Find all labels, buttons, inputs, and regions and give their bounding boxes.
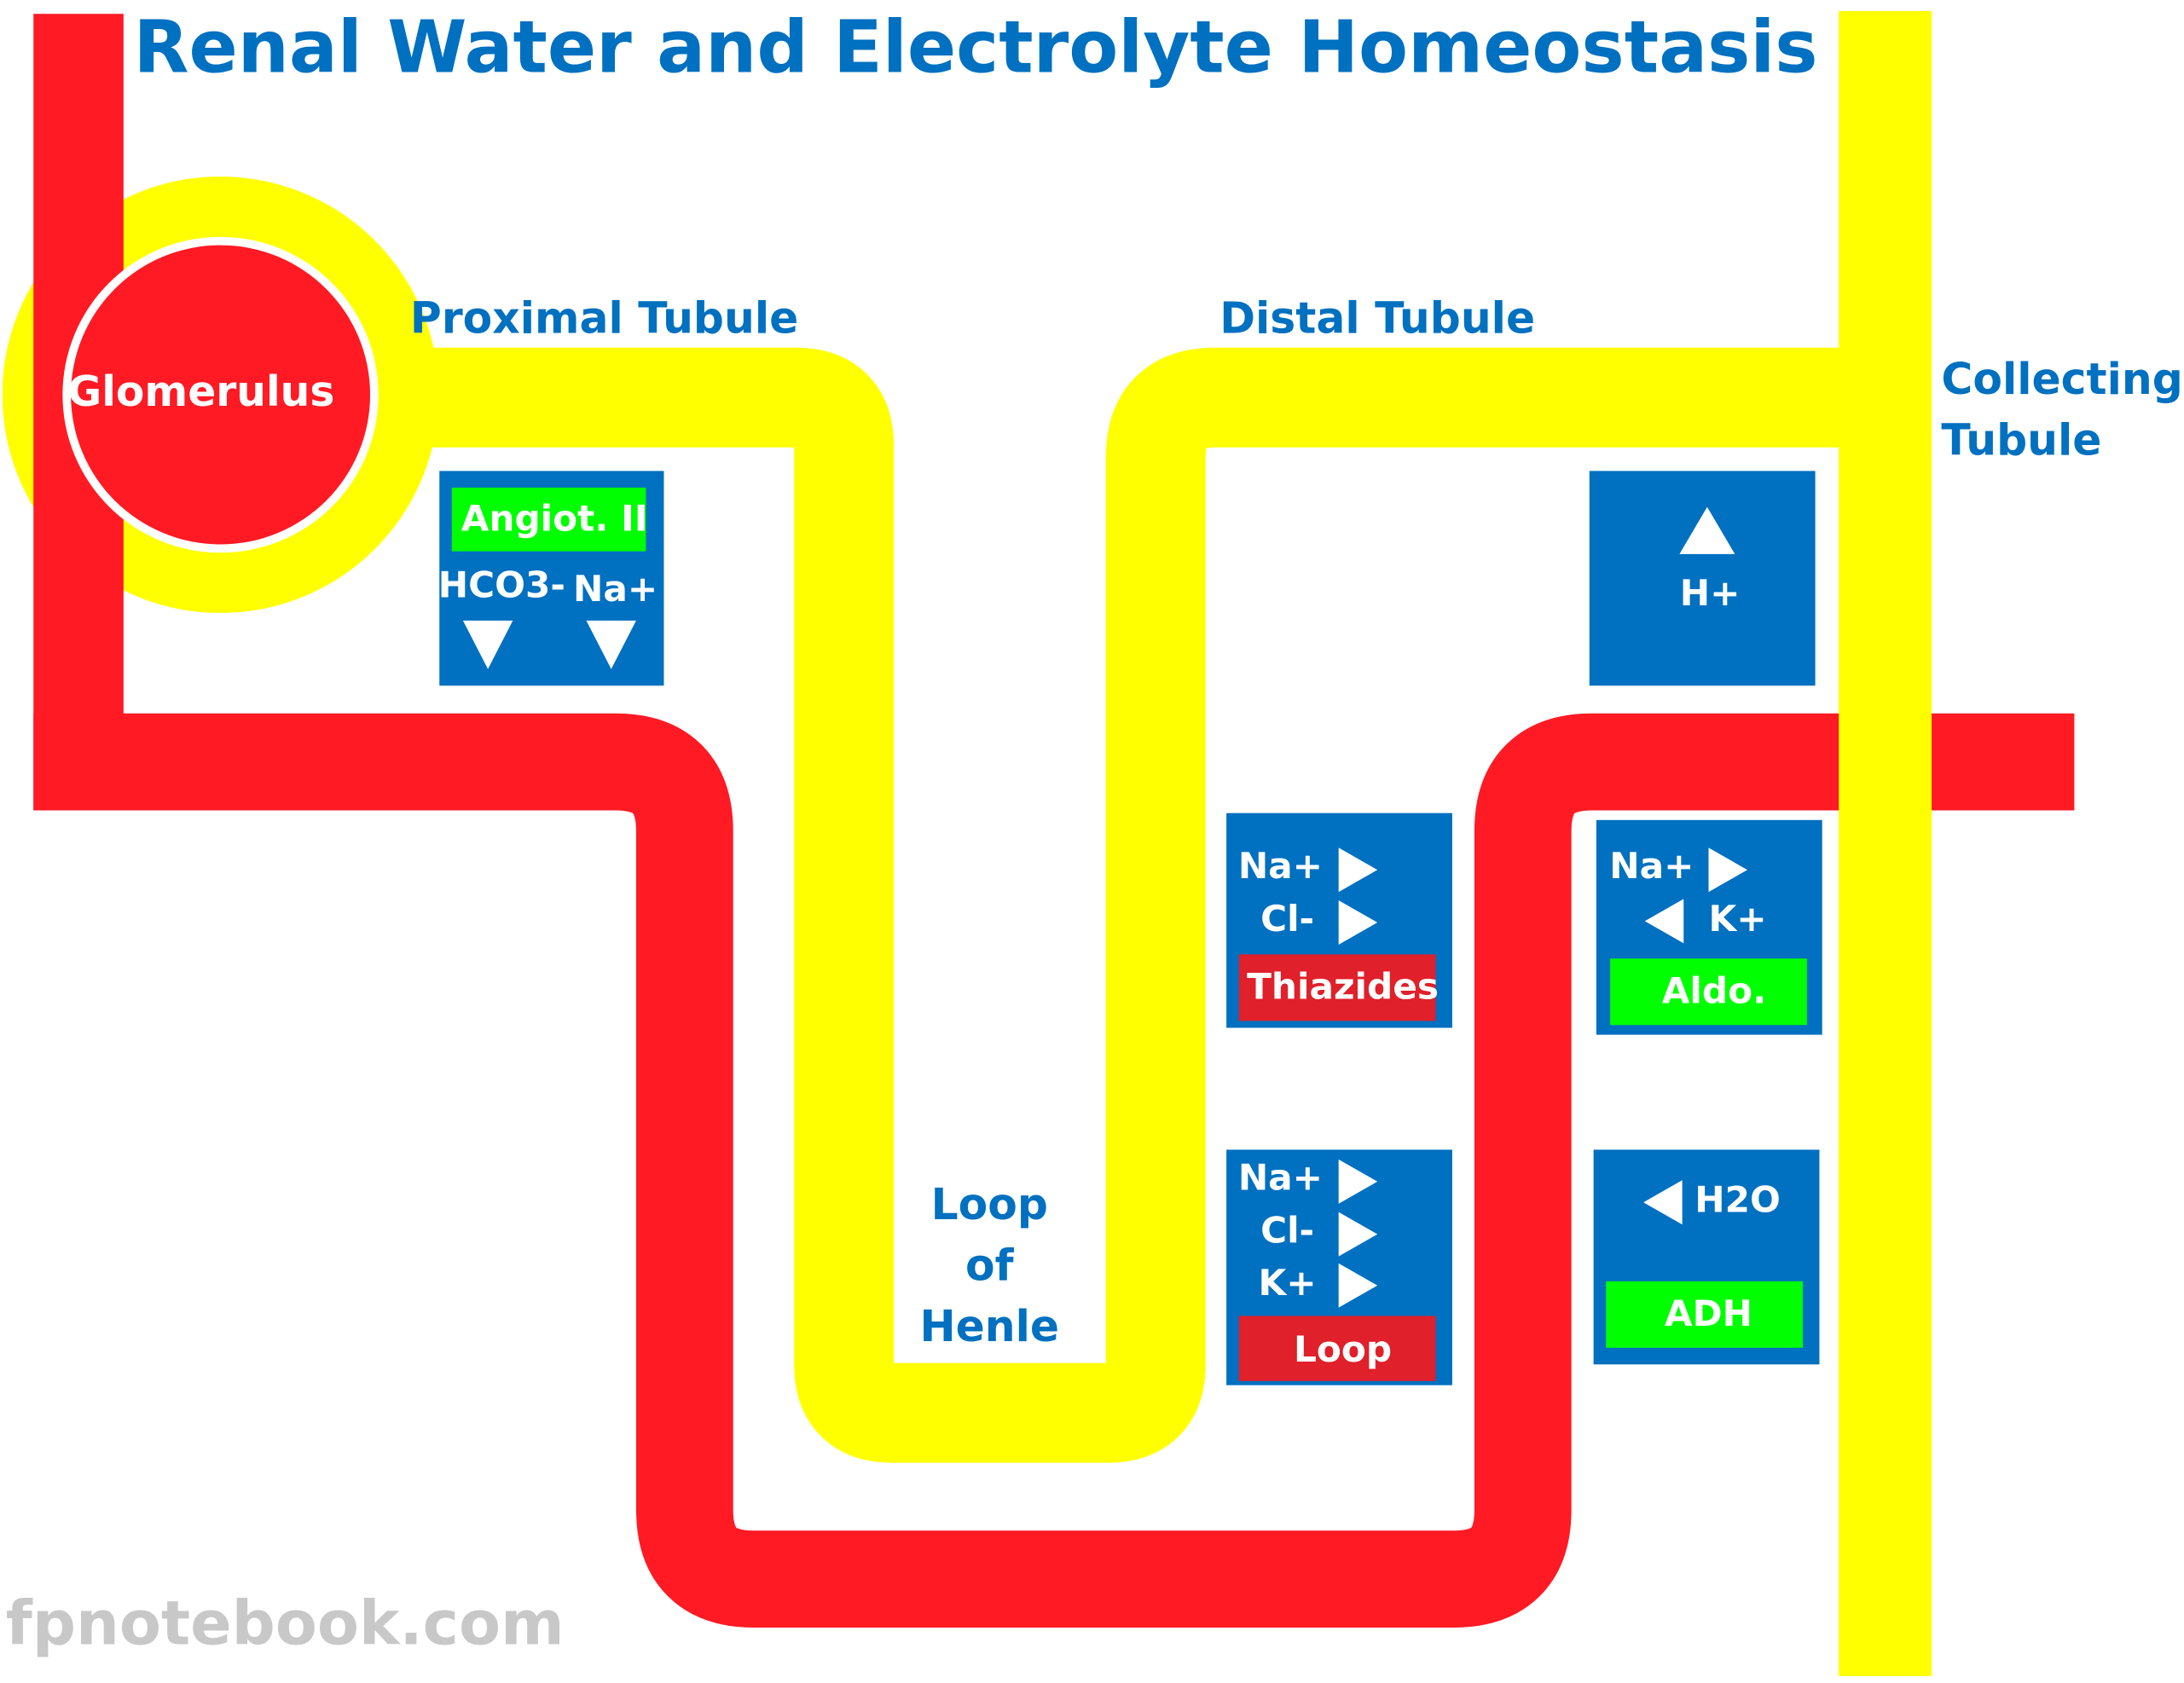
- proximal-box: Angiot. II HCO3- Na+: [438, 471, 664, 685]
- loop-label: Henle: [919, 1301, 1059, 1351]
- hormone: Aldo.: [1662, 969, 1766, 1011]
- collecting-label: Tubule: [1941, 414, 2101, 465]
- ion: Na+: [1238, 1157, 1323, 1199]
- page: Renal Water and Electrolyte Homeostasis …: [0, 0, 2184, 1683]
- drug: Thiazides: [1247, 966, 1439, 1008]
- ion: Na+: [1609, 845, 1694, 887]
- collecting-duct: [1839, 11, 1932, 1676]
- ion: Na+: [573, 568, 658, 610]
- ion: H+: [1680, 572, 1741, 614]
- ion: K+: [1259, 1262, 1317, 1304]
- distal-label: Distal Tubule: [1219, 292, 1535, 343]
- collecting-label: Collecting: [1941, 354, 2182, 404]
- proximal-label: Proximal Tubule: [410, 292, 798, 343]
- adh-box: H2O ADH: [1594, 1149, 1820, 1364]
- hormone: Angiot. II: [461, 497, 648, 539]
- acid-box: H+: [1590, 471, 1816, 685]
- loop-box: Na+ Cl- K+ Loop: [1226, 1149, 1452, 1385]
- ion: K+: [1709, 898, 1767, 940]
- aldo-box: Na+ K+ Aldo.: [1596, 820, 1822, 1035]
- glomerulus-label: Glomerulus: [67, 368, 334, 416]
- ion: Cl-: [1260, 1209, 1314, 1251]
- drug: Loop: [1294, 1328, 1392, 1370]
- loop-label: Loop: [931, 1179, 1048, 1229]
- hormone: ADH: [1665, 1293, 1752, 1334]
- distal-box: Na+ Cl- Thiazides: [1226, 813, 1452, 1028]
- title: Renal Water and Electrolyte Homeostasis: [133, 6, 1817, 90]
- ion: H2O: [1694, 1179, 1781, 1221]
- ion: Na+: [1238, 845, 1323, 887]
- loop-label: of: [965, 1241, 1015, 1291]
- ion: Cl-: [1260, 898, 1314, 940]
- watermark: fpnotebook.com: [6, 1588, 565, 1659]
- diagram: Renal Water and Electrolyte Homeostasis …: [0, 0, 2184, 1683]
- ion: HCO3-: [438, 564, 565, 605]
